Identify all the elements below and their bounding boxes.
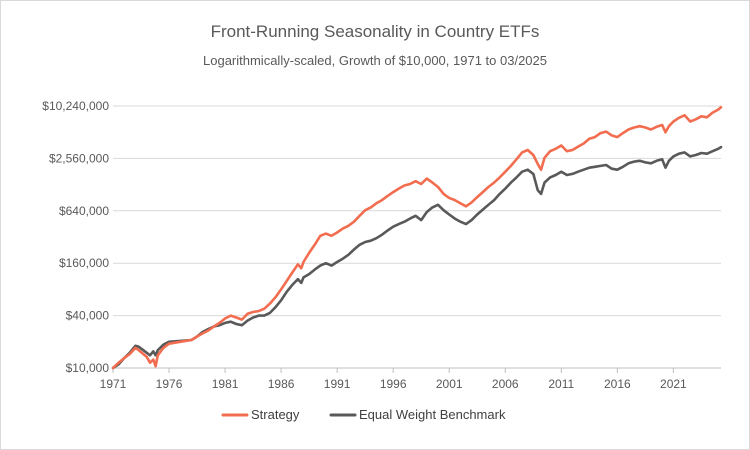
x-tick-label: 2016: [604, 377, 631, 391]
x-tick-label: 1991: [324, 377, 351, 391]
x-tick-label: 1976: [156, 377, 183, 391]
y-tick-label: $10,000: [66, 361, 110, 375]
x-tick-label: 2006: [492, 377, 519, 391]
legend: Strategy Equal Weight Benchmark: [221, 407, 506, 422]
series-line-strategy: [111, 106, 723, 370]
x-tick-label: 1971: [100, 377, 127, 391]
x-tick-label: 1996: [380, 377, 407, 391]
y-tick-label: $10,240,000: [42, 99, 109, 113]
y-tick-label: $160,000: [59, 256, 109, 270]
legend-label: Equal Weight Benchmark: [359, 407, 506, 422]
series-line-equal-weight-benchmark: [111, 145, 723, 370]
chart-title: Front-Running Seasonality in Country ETF…: [211, 22, 540, 41]
axis-layer: $10,000 $40,000 $160,000 $640,000 $2,560,000…: [42, 99, 721, 391]
x-tick-label: 2021: [660, 377, 687, 391]
chart-subtitle: Logarithmically-scaled, Growth of $10,00…: [203, 53, 547, 68]
x-tick-label: 2011: [548, 377, 574, 391]
x-tick-label: 1986: [268, 377, 295, 391]
legend-label: Strategy: [251, 407, 300, 422]
x-tick-label: 2001: [436, 377, 463, 391]
y-tick-label: $2,560,000: [49, 151, 109, 165]
y-tick-label: $40,000: [66, 309, 110, 323]
y-tick-label: $640,000: [59, 204, 109, 218]
grid-layer: [113, 105, 721, 317]
series-layer: [111, 106, 723, 370]
x-tick-label: 1981: [212, 377, 239, 391]
